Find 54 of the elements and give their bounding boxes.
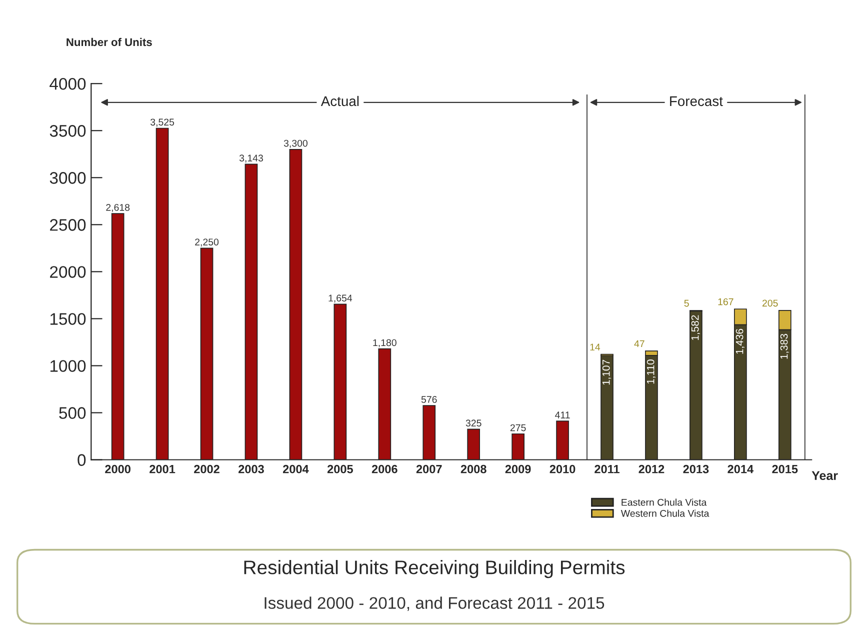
data-label: 3,143: [239, 154, 263, 163]
data-label: 2,618: [106, 204, 130, 212]
legend-label: Eastern Chula Vista: [622, 498, 707, 506]
data-label: 1,436: [736, 328, 744, 354]
data-label: 576: [421, 396, 437, 403]
data-label: 325: [466, 420, 482, 427]
data-label: 411: [555, 412, 570, 418]
y-tick-label: 1500: [50, 313, 86, 325]
data-label: 1,582: [691, 315, 700, 340]
y-tick-label: 3500: [50, 125, 86, 137]
x-tick-label: 2001: [150, 464, 176, 474]
data-label: 1,180: [373, 339, 396, 348]
data-label: 1,110: [646, 360, 656, 384]
x-tick-label: 2006: [372, 464, 398, 474]
annotation: Forecast: [670, 96, 723, 106]
y-tick-label: 0: [78, 454, 86, 466]
x-tick-label: 2002: [194, 464, 220, 474]
x-tick-label: 2008: [460, 464, 486, 474]
data-label: 1,654: [328, 294, 352, 303]
x-tick-label: 2009: [505, 464, 531, 474]
data-label: 47: [634, 340, 644, 348]
x-tick-label: 2007: [416, 464, 442, 474]
data-label: 1,383: [780, 334, 789, 359]
x-tick-label: 2012: [638, 464, 664, 474]
data-label: 2,250: [195, 238, 219, 247]
data-label: 205: [762, 300, 778, 307]
y-tick-label: 2500: [50, 219, 86, 231]
data-label: 3,300: [284, 140, 308, 148]
data-label: 275: [510, 424, 526, 432]
data-label: 1,107: [602, 360, 612, 385]
text: Residential Units Receiving Building Permits: [244, 560, 625, 578]
data-label: 167: [718, 298, 734, 306]
data-label: 14: [590, 344, 600, 350]
x-tick-label: 2013: [683, 464, 709, 474]
y-tick-label: 3000: [50, 172, 86, 184]
annotation: Actual: [320, 96, 359, 106]
x-tick-label: 2014: [728, 464, 754, 474]
y-tick-label: 2000: [50, 266, 86, 278]
text: Issued 2000 - 2010, and Forecast 2011 - 2015: [264, 596, 604, 611]
y-tick-label: 4000: [50, 78, 86, 90]
x-tick-label: 2003: [238, 464, 264, 474]
y-tick-label: 1000: [50, 360, 86, 372]
x-tick-label: 2000: [105, 464, 130, 474]
x-tick-label: 2011: [594, 464, 620, 474]
data-label: 3,525: [150, 118, 174, 127]
y-axis-title: Number of Units: [66, 38, 152, 46]
y-tick-label: 500: [59, 407, 86, 419]
x-axis-title: Year: [812, 471, 838, 480]
x-tick-label: 2015: [772, 464, 798, 474]
x-tick-label: 2005: [327, 464, 353, 474]
x-tick-label: 2004: [282, 464, 309, 474]
data-label: 5: [684, 300, 689, 307]
legend-label: Western Chula Vista: [620, 510, 710, 517]
x-tick-label: 2010: [550, 464, 576, 474]
